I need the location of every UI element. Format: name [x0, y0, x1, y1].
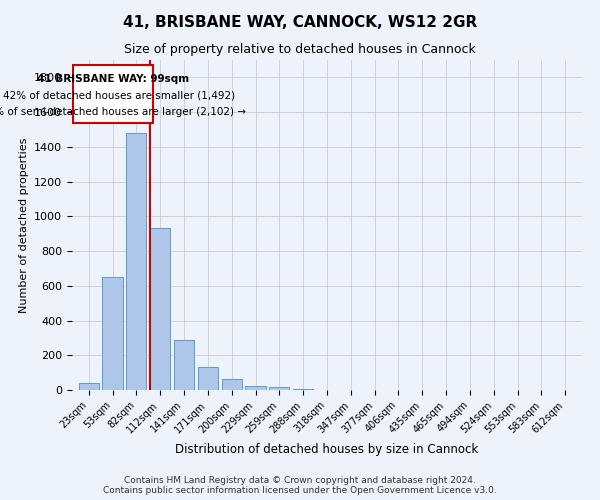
Text: 41 BRISBANE WAY: 99sqm: 41 BRISBANE WAY: 99sqm [37, 74, 190, 84]
Y-axis label: Number of detached properties: Number of detached properties [19, 138, 29, 312]
Text: 41, BRISBANE WAY, CANNOCK, WS12 2GR: 41, BRISBANE WAY, CANNOCK, WS12 2GR [123, 15, 477, 30]
Bar [245, 386, 266, 390]
Text: 58% of semi-detached houses are larger (2,102) →: 58% of semi-detached houses are larger (… [0, 107, 246, 117]
Bar [293, 389, 313, 390]
Bar [103, 277, 122, 390]
Text: Size of property relative to detached houses in Cannock: Size of property relative to detached ho… [124, 42, 476, 56]
Bar [126, 133, 146, 390]
Text: Contains HM Land Registry data © Crown copyright and database right 2024.
Contai: Contains HM Land Registry data © Crown c… [103, 476, 497, 495]
Bar [269, 388, 289, 390]
Bar [150, 228, 170, 390]
Bar [174, 340, 194, 390]
X-axis label: Distribution of detached houses by size in Cannock: Distribution of detached houses by size … [175, 443, 479, 456]
Text: ← 42% of detached houses are smaller (1,492): ← 42% of detached houses are smaller (1,… [0, 90, 235, 101]
Bar [79, 383, 99, 390]
Bar [198, 368, 218, 390]
FancyBboxPatch shape [73, 65, 154, 122]
Bar [221, 378, 242, 390]
